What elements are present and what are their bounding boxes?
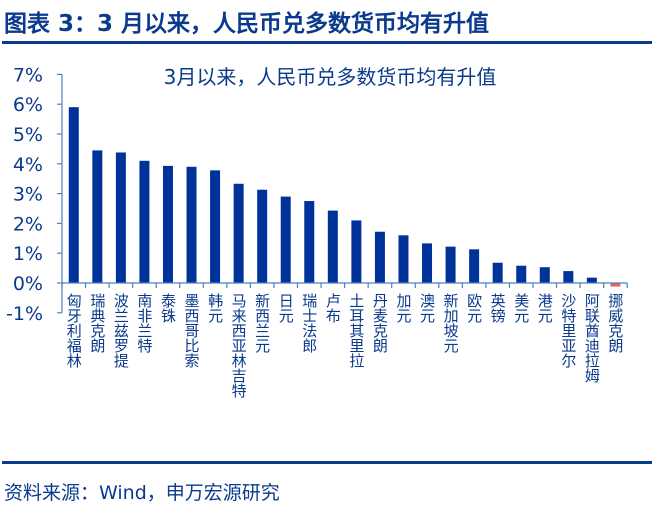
x-tick-label: 土耳其里拉 [347, 293, 365, 369]
bar [280, 196, 291, 283]
x-tick-label: 新加坡元 [442, 293, 460, 354]
x-tick-label: 波兰兹罗提 [112, 293, 130, 369]
x-tick-label: 墨西哥比索 [183, 293, 201, 368]
y-tick-label: 0% [13, 273, 43, 295]
x-tick-label: 新西兰元 [253, 293, 271, 354]
x-tick-label: 匈牙利福林 [65, 293, 83, 368]
x-tick-label: 卢布 [324, 293, 342, 323]
x-tick-label: 瑞士法郎 [300, 293, 318, 353]
x-tick-label: 欧元 [465, 293, 483, 324]
bar-chart: 3月以来，人民币兑多数货币均有升值 -1% 0% 1% 2% 3% 4% 5% 6% 7% 匈牙… [6, 64, 628, 398]
bar [374, 231, 385, 283]
chart-title: 3月以来，人民币兑多数货币均有升值 [164, 65, 497, 89]
bar [516, 265, 527, 283]
bar [492, 262, 503, 283]
bar [257, 189, 268, 283]
y-tick-label: 6% [13, 94, 43, 116]
bar [186, 166, 197, 283]
y-tick-label: 3% [13, 184, 43, 206]
y-tick-label: 7% [13, 64, 43, 86]
y-tick-label: 5% [13, 124, 43, 146]
bar [586, 277, 597, 283]
bar [304, 201, 315, 283]
x-tick-label: 加元 [394, 293, 412, 324]
x-tick-label: 挪威克朗 [606, 293, 624, 354]
bar [445, 246, 456, 283]
source-note: 资料来源：Wind，申万宏源研究 [4, 482, 280, 504]
bar [539, 267, 550, 283]
bar [351, 220, 362, 283]
bar [233, 183, 244, 283]
x-tick-label: 马来西亚林吉特 [230, 293, 248, 398]
bar [162, 165, 173, 283]
bar [563, 271, 574, 283]
x-tick-label: 英镑 [489, 292, 507, 323]
bar [422, 243, 433, 283]
x-axis: 匈牙利福林 瑞典克朗 波兰兹罗提 南非兰特 泰铢 墨西哥比索 韩元 马来西亚林吉特 新西兰元 日元… [61, 282, 628, 398]
bar [115, 152, 126, 283]
bar [398, 235, 409, 283]
title-divider [2, 41, 652, 44]
x-tick-label: 港元 [536, 293, 554, 324]
x-tick-label: 韩元 [206, 293, 224, 324]
x-tick-label: 沙特里亚尔 [559, 293, 577, 368]
bar [210, 170, 221, 283]
y-tick-label: 2% [13, 213, 43, 235]
y-axis: -1% 0% 1% 2% 3% 4% 5% 6% 7% [6, 64, 63, 325]
bar [610, 283, 621, 287]
footer-divider [2, 461, 652, 464]
y-tick-label: 1% [13, 243, 43, 265]
x-tick-label: 澳元 [418, 293, 436, 324]
y-tick-label: 4% [13, 154, 43, 176]
bar [92, 150, 103, 283]
bar [139, 160, 150, 283]
figure-title: 图表 3：3 月以来，人民币兑多数货币均有升值 [4, 11, 490, 37]
x-tick-label: 南非兰特 [135, 293, 153, 353]
x-tick-label: 丹麦克朗 [371, 293, 389, 354]
x-tick-label: 美元 [512, 293, 530, 324]
bar [68, 107, 79, 284]
x-tick-label: 瑞典克朗 [88, 293, 106, 354]
bars [68, 107, 621, 287]
x-tick-label: 日元 [277, 293, 295, 324]
x-tick-label: 泰铢 [159, 293, 177, 323]
x-tick-label: 阿联酋迪拉姆 [583, 293, 601, 383]
bar [327, 210, 338, 283]
y-tick-label: -1% [6, 303, 43, 325]
bar [469, 249, 480, 283]
